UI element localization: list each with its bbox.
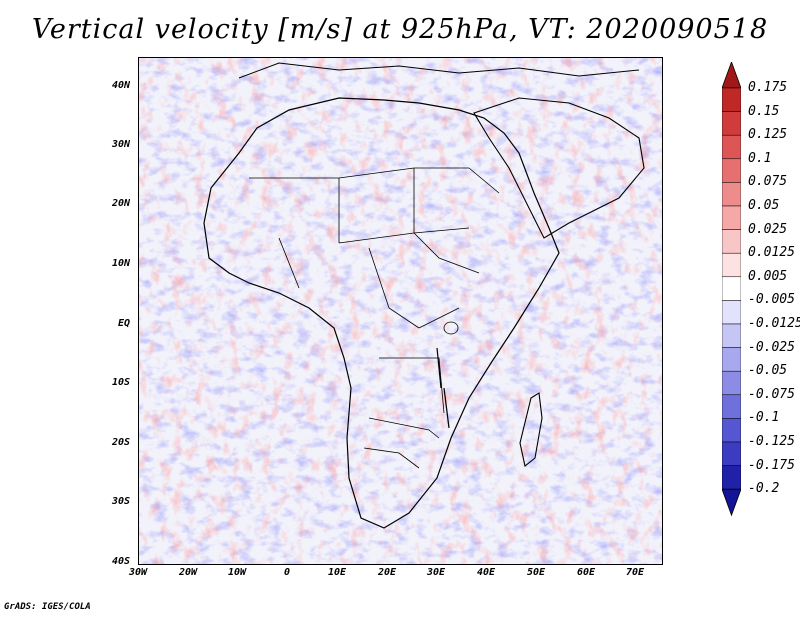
colorbar-segment (721, 418, 742, 443)
colorbar-label: 0.0125 (748, 245, 795, 261)
colorbar-label: -0.2 (748, 481, 780, 497)
colorbar-segment (721, 465, 742, 490)
colorbar-label: -0.175 (748, 457, 795, 473)
colorbar-label: -0.005 (748, 292, 795, 308)
grads-credit: GrADS: IGES/COLA (4, 602, 91, 612)
lat-label-30s: 30S (111, 496, 130, 507)
colorbar-label: -0.0125 (748, 316, 800, 331)
colorbar-segment (721, 229, 742, 254)
lon-label-60e: 60E (576, 567, 596, 578)
africa-coastline (203, 97, 560, 529)
colorbar-label: -0.125 (748, 434, 795, 449)
lat-label-40s: 40S (111, 556, 130, 567)
country-borders (249, 167, 500, 469)
colorbar-label: 0.1 (748, 150, 772, 166)
colorbar-segment (721, 441, 742, 466)
colorbar-segment (721, 252, 742, 278)
lon-label-20e: 20E (377, 567, 397, 578)
madagascar-coastline (519, 392, 543, 467)
lon-label-20w: 20W (178, 567, 198, 578)
map-title: Vertical velocity [m/s] at 925hPa, VT: 2… (31, 14, 769, 45)
colorbar-label: 0.005 (748, 268, 788, 284)
colorbar-label: -0.1 (748, 410, 780, 426)
lon-label-10w: 10W (227, 567, 247, 578)
colorbar-top-arrow (721, 60, 742, 89)
lon-label-70e: 70E (625, 567, 645, 578)
lat-label-10n: 10N (111, 258, 130, 269)
lat-label-eq: EQ (117, 318, 130, 329)
lon-label-30w: 30W (128, 567, 148, 578)
colorbar-segment (721, 111, 742, 136)
colorbar-label: -0.075 (748, 386, 795, 402)
colorbar-segment (721, 87, 742, 112)
europe-coastline (238, 62, 640, 79)
colorbar-label: 0.125 (748, 127, 788, 143)
lon-label-30e: 30E (426, 567, 446, 578)
colorbar-segment (721, 134, 742, 160)
colorbar-segment (721, 300, 742, 325)
colorbar-segment (721, 276, 742, 301)
lon-label-40e: 40E (476, 567, 496, 578)
arabia-coastline (473, 97, 645, 239)
colorbar-label: -0.025 (748, 339, 795, 355)
colorbar-label: 0.05 (748, 198, 780, 213)
lat-label-20n: 20N (111, 198, 130, 209)
colorbar-bottom-arrow (721, 488, 742, 517)
colorbar-segment (721, 182, 742, 207)
lat-label-30n: 30N (111, 139, 130, 150)
colorbar-label: 0.075 (748, 174, 788, 190)
colorbar-label: 0.15 (748, 103, 780, 119)
lon-label-0: 0 (283, 567, 291, 578)
colorbar-segment (721, 370, 742, 396)
colorbar-segment (721, 323, 742, 348)
colorbar-label: 0.025 (748, 221, 788, 237)
vertical-velocity-field (139, 58, 662, 564)
lon-label-50e: 50E (526, 567, 546, 578)
colorbar-label: -0.05 (748, 363, 788, 379)
lat-label-10s: 10S (111, 377, 130, 388)
colorbar-segment (721, 158, 742, 183)
lon-label-10e: 10E (327, 567, 347, 578)
colorbar-segment (721, 347, 742, 372)
map-panel (138, 57, 663, 565)
colorbar-segment (721, 394, 742, 419)
colorbar-label: 0.175 (748, 80, 788, 95)
colorbar-graphic (721, 60, 742, 517)
colorbar (721, 60, 742, 561)
colorbar-segment (721, 205, 742, 230)
lat-label-40n: 40N (111, 80, 130, 91)
lat-label-20s: 20S (111, 437, 130, 448)
